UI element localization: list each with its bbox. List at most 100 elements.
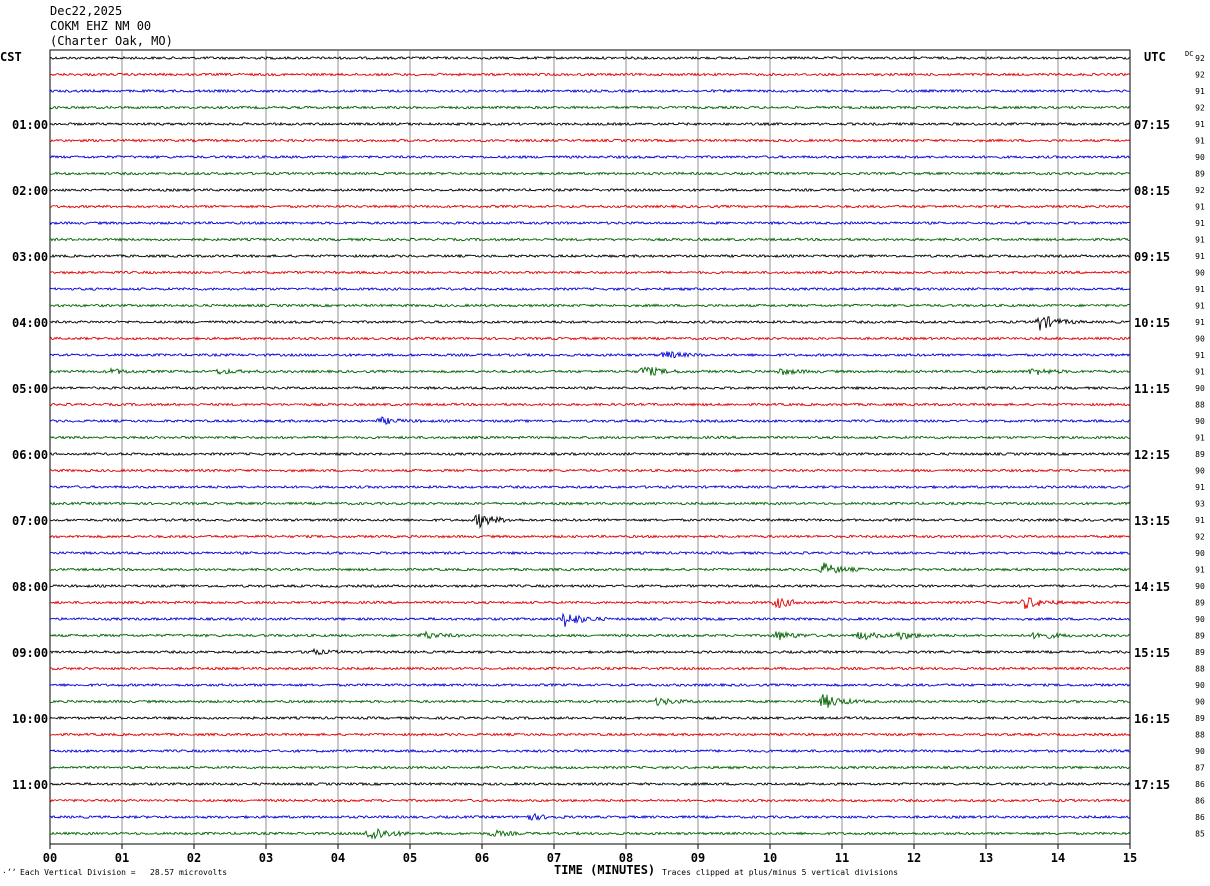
left-hour-label: 01:00 (12, 118, 48, 132)
seismic-trace (49, 187, 1130, 193)
right-hour-label: 14:15 (1134, 580, 1170, 594)
seismic-trace (49, 534, 1131, 539)
left-hour-label: 06:00 (12, 448, 48, 462)
left-hour-label: 08:00 (12, 580, 48, 594)
dc-value: 91 (1195, 252, 1205, 261)
x-tick-label: 09 (691, 851, 705, 865)
plot-frame (49, 49, 1131, 845)
dc-value: 89 (1195, 599, 1205, 608)
seismic-trace (49, 451, 1131, 457)
left-hour-label: 07:00 (12, 514, 48, 528)
dc-value: 90 (1195, 384, 1205, 393)
left-hour-label: 03:00 (12, 250, 48, 264)
seismic-trace (49, 154, 1131, 160)
seismic-trace (49, 781, 1131, 787)
dc-value: 92 (1195, 71, 1205, 80)
right-hour-label: 10:15 (1134, 316, 1170, 330)
scale-note: Each Vertical Division = 28.57 microvolt… (20, 868, 228, 877)
seismic-trace (49, 666, 1131, 671)
seismic-trace (49, 612, 1131, 627)
dc-value: 91 (1195, 351, 1205, 360)
left-hour-label: 11:00 (12, 778, 48, 792)
dc-value: 86 (1195, 797, 1205, 806)
x-tick-label: 07 (547, 851, 561, 865)
seismic-trace (49, 171, 1131, 176)
seismic-trace (49, 72, 1131, 77)
seismic-trace (49, 694, 1131, 708)
dc-value: 91 (1195, 516, 1205, 525)
dc-value: 91 (1195, 566, 1205, 575)
seismic-trace (49, 316, 1131, 331)
x-tick-label: 06 (475, 851, 489, 865)
seismic-trace (49, 416, 1131, 425)
dc-value: 90 (1195, 698, 1205, 707)
dc-value: 85 (1195, 830, 1205, 839)
dc-value: 91 (1195, 120, 1205, 129)
seismic-trace (49, 715, 1131, 721)
dc-value: 92 (1195, 104, 1205, 113)
seismic-trace (49, 88, 1131, 94)
left-timezone-label: CST (0, 50, 22, 64)
footer-mark: ·ʼʼ (2, 868, 17, 877)
dc-value: 90 (1195, 582, 1205, 591)
dc-value: 90 (1195, 269, 1205, 278)
x-tick-label: 02 (187, 851, 201, 865)
seismic-trace (49, 366, 1131, 376)
right-hour-label: 08:15 (1134, 184, 1170, 198)
x-tick-label: 04 (331, 851, 345, 865)
seismic-trace (49, 484, 1131, 490)
clip-note: Traces clipped at plus/minus 5 vertical … (662, 868, 899, 877)
right-hour-label: 15:15 (1134, 646, 1170, 660)
dc-value: 89 (1195, 714, 1205, 723)
seismic-trace (49, 286, 1131, 292)
dc-value: 89 (1195, 450, 1205, 459)
seismic-trace (49, 468, 1131, 473)
x-tick-label: 05 (403, 851, 417, 865)
dc-value: 86 (1195, 813, 1205, 822)
dc-value: 89 (1195, 632, 1205, 641)
seismic-trace (49, 402, 1131, 407)
right-hour-label: 16:15 (1134, 712, 1170, 726)
dc-value: 90 (1195, 615, 1205, 624)
seismic-trace (49, 220, 1131, 226)
right-timezone-label: UTC (1144, 50, 1166, 64)
x-tick-label: 00 (43, 851, 57, 865)
dc-value: 91 (1195, 87, 1205, 96)
seismic-trace (49, 798, 1131, 803)
seismic-trace (49, 435, 1131, 440)
seismic-trace (49, 513, 1131, 530)
traces (49, 55, 1131, 840)
dc-value: 91 (1195, 434, 1205, 443)
dc-value: 91 (1195, 302, 1205, 311)
x-tick-label: 01 (115, 851, 129, 865)
seismic-trace (49, 336, 1131, 341)
dc-value: 90 (1195, 153, 1205, 162)
seismic-trace (49, 237, 1131, 242)
right-hour-label: 12:15 (1134, 448, 1170, 462)
dc-value: 86 (1195, 780, 1205, 789)
left-hour-label: 10:00 (12, 712, 48, 726)
seismic-trace (49, 350, 1131, 359)
x-tick-label: 12 (907, 851, 921, 865)
dc-value: 90 (1195, 417, 1205, 426)
dc-value: 87 (1195, 764, 1205, 773)
dc-label: DC (1185, 50, 1193, 58)
left-hour-label: 09:00 (12, 646, 48, 660)
x-tick-label: 08 (619, 851, 633, 865)
dc-value: 90 (1195, 681, 1205, 690)
seismic-trace (49, 812, 1131, 821)
dc-value: 90 (1195, 335, 1205, 344)
right-hour-label: 07:15 (1134, 118, 1170, 132)
seismic-trace (49, 583, 1131, 589)
x-tick-label: 10 (763, 851, 777, 865)
dc-value: 92 (1195, 533, 1205, 542)
seismic-trace (49, 501, 1131, 506)
grid: 00 01 02 03 04 05 06 07 08 09 10 11 12 13 14 15 92 92 91 92… (12, 49, 1205, 865)
seismic-trace (49, 303, 1131, 308)
dc-value: 91 (1195, 219, 1205, 228)
dc-value: 90 (1195, 747, 1205, 756)
seismic-trace (49, 597, 1131, 610)
dc-value: 91 (1195, 368, 1205, 377)
x-tick-label: 13 (979, 851, 993, 865)
